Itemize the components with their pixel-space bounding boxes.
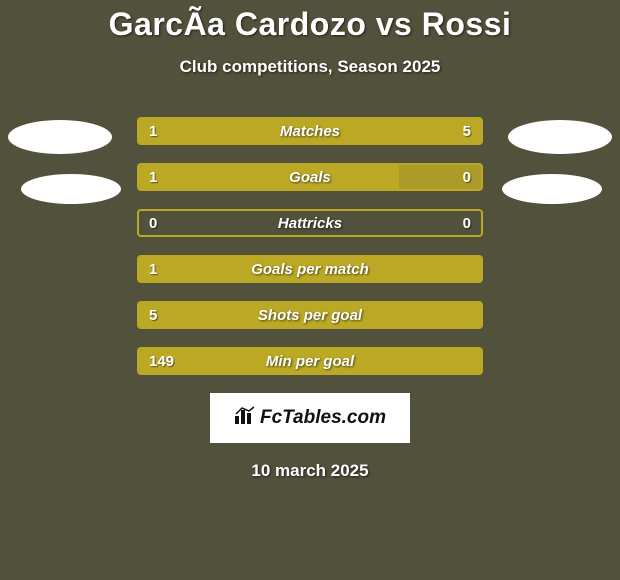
logo-label: FcTables.com (260, 407, 386, 429)
team-badge-placeholder (8, 120, 112, 154)
page-title: GarcÃ­a Cardozo vs Rossi (0, 6, 620, 43)
stat-row: 15Matches (137, 117, 483, 145)
stats-block: 15Matches 10Goals 00Hattricks 1Goals per ma… (137, 117, 483, 375)
stat-label: Min per goal (139, 349, 481, 373)
stat-label: Shots per goal (139, 303, 481, 327)
logo-box: FcTables.com (210, 393, 410, 443)
stat-label: Hattricks (139, 211, 481, 235)
date-label: 10 march 2025 (0, 461, 620, 481)
stat-row: 00Hattricks (137, 209, 483, 237)
subtitle: Club competitions, Season 2025 (0, 57, 620, 77)
team-badge-placeholder (21, 174, 121, 204)
stat-label: Goals per match (139, 257, 481, 281)
comparison-card: GarcÃ­a Cardozo vs Rossi Club competitio… (0, 0, 620, 580)
stat-row: 149Min per goal (137, 347, 483, 375)
stat-row: 10Goals (137, 163, 483, 191)
stat-label: Goals (139, 165, 481, 189)
stat-row: 1Goals per match (137, 255, 483, 283)
stat-label: Matches (139, 119, 481, 143)
bars-icon (234, 406, 256, 430)
team-badge-placeholder (502, 174, 602, 204)
stat-row: 5Shots per goal (137, 301, 483, 329)
team-badge-placeholder (508, 120, 612, 154)
fctables-logo: FcTables.com (234, 406, 386, 430)
